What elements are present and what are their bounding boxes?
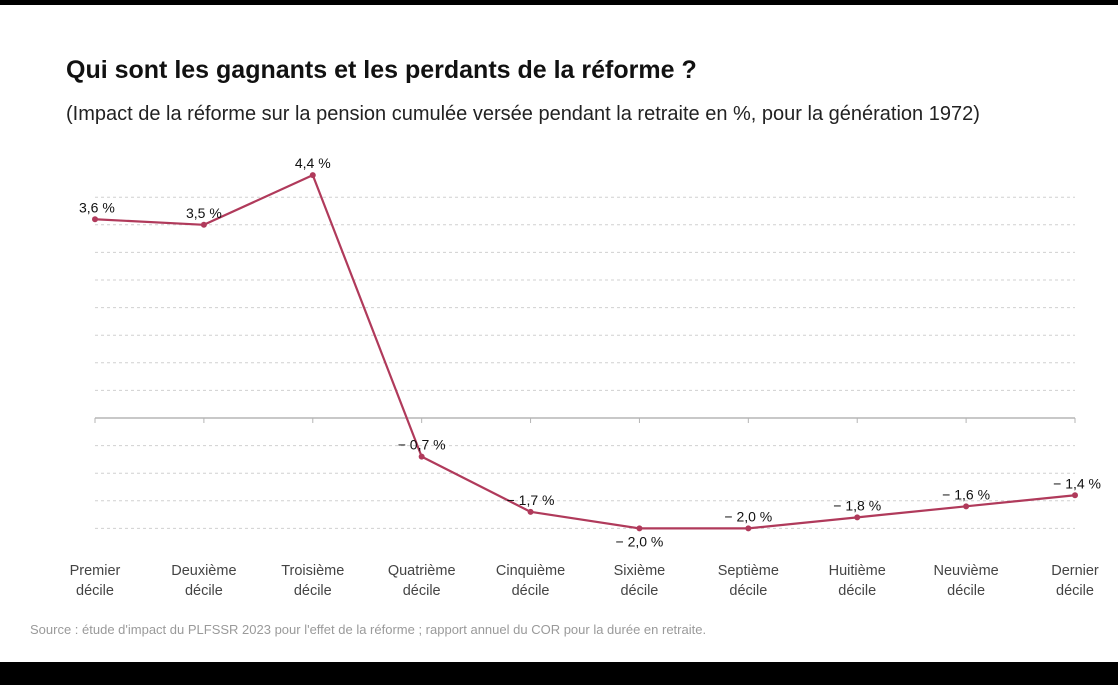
source-note: Source : étude d'impact du PLFSSR 2023 p… bbox=[30, 622, 707, 637]
data-point bbox=[854, 514, 861, 521]
data-point bbox=[418, 453, 425, 460]
data-label: − 2,0 % bbox=[616, 533, 664, 549]
data-point bbox=[963, 503, 970, 510]
data-point bbox=[745, 525, 752, 532]
data-label: − 1,8 % bbox=[833, 497, 881, 513]
data-label: − 2,0 % bbox=[724, 508, 772, 524]
bottom-border bbox=[0, 662, 1118, 685]
data-label: 4,4 % bbox=[295, 155, 331, 171]
x-tick-label: Cinquième décile bbox=[496, 563, 565, 599]
x-tick-label: Troisième décile bbox=[281, 563, 344, 599]
data-label: − 1,4 % bbox=[1053, 475, 1101, 491]
top-border bbox=[0, 0, 1118, 5]
data-point bbox=[636, 525, 643, 532]
data-point bbox=[309, 172, 316, 179]
x-tick-label: Septième décile bbox=[718, 563, 779, 599]
data-point bbox=[1072, 492, 1078, 499]
data-point bbox=[92, 216, 98, 223]
data-label: 3,5 % bbox=[186, 205, 222, 221]
chart-title: Qui sont les gagnants et les perdants de… bbox=[66, 56, 697, 84]
x-tick-label: Dernier décile bbox=[1051, 563, 1099, 599]
data-point bbox=[527, 508, 534, 515]
x-tick-label: Sixième décile bbox=[614, 563, 666, 599]
series-line bbox=[94, 174, 1076, 530]
data-point bbox=[200, 221, 207, 228]
data-label: − 1,7 % bbox=[507, 492, 555, 508]
x-tick-label: Deuxième décile bbox=[171, 563, 236, 599]
data-label: − 0,7 % bbox=[398, 437, 446, 453]
x-tick-label: Neuvième décile bbox=[933, 563, 998, 599]
data-label: − 1,6 % bbox=[942, 486, 990, 502]
data-label: 3,6 % bbox=[79, 199, 115, 215]
chart-subtitle: (Impact de la réforme sur la pension cum… bbox=[66, 103, 980, 125]
x-tick-label: Quatrième décile bbox=[388, 563, 456, 599]
x-tick-label: Huitième décile bbox=[829, 563, 886, 599]
x-tick-label: Premier décile bbox=[70, 563, 121, 599]
line-chart: 3,6 % 3,5 % 4,4 % − 0,7 % − 1,7 % − 2,0 % − 2,… bbox=[70, 155, 1101, 599]
